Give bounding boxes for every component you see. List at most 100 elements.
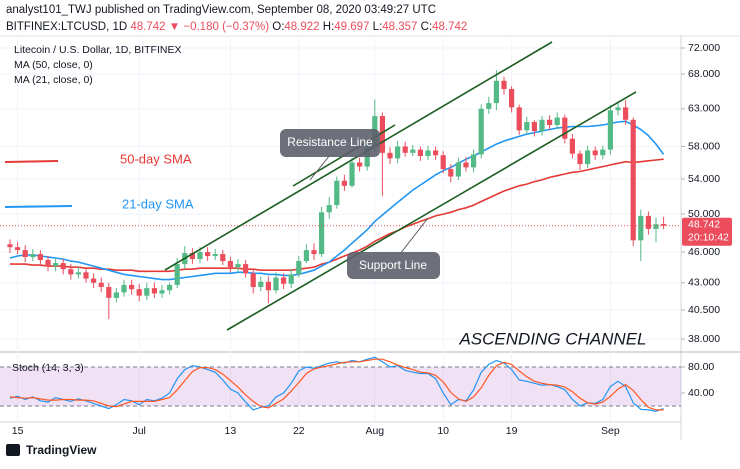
x-tick-label: 19 <box>506 425 518 437</box>
candle-body <box>493 80 499 104</box>
candle-body <box>638 215 644 241</box>
last-price: 48.742 <box>130 21 165 33</box>
plot-area: 15 Jul 13 22 Aug 10 19 Sep 72.000 68.000 63.000 58.… <box>0 38 732 437</box>
candle-body <box>440 155 446 170</box>
x-tick-label: Jul <box>132 425 145 437</box>
stoch-line <box>9 358 664 411</box>
y-tick-label: 68.000 <box>688 68 720 80</box>
candle-body <box>509 89 515 108</box>
sma21-key <box>4 205 73 208</box>
candle-body <box>37 254 43 261</box>
candle-body <box>531 122 537 132</box>
candle-body <box>250 273 256 288</box>
candle-body <box>334 180 340 206</box>
ohlc-key: H: <box>323 21 335 33</box>
callout-box <box>280 129 380 157</box>
candle-body <box>615 107 621 111</box>
x-tick-label: 22 <box>293 425 305 437</box>
candle-body <box>379 116 385 153</box>
drawings: Resistance Line Support Line 50-day SMA … <box>4 41 647 348</box>
last-price-label: 48.742 <box>688 218 720 230</box>
last-price-box <box>682 217 732 246</box>
brand: TradingView <box>26 443 97 457</box>
candle-body <box>220 254 226 262</box>
candle-body <box>585 150 591 165</box>
candle-body <box>197 252 203 260</box>
candle-body <box>129 284 135 290</box>
candle-body <box>471 154 477 168</box>
stoch-line <box>9 356 664 412</box>
candle-body <box>349 162 355 186</box>
candle-body <box>326 205 332 213</box>
ohlc-key: O: <box>272 21 284 33</box>
x-tick-label: Aug <box>365 425 384 437</box>
y-tick-label: 72.000 <box>688 42 720 54</box>
candle-body <box>212 254 218 257</box>
candle-body <box>60 263 66 270</box>
candle-body <box>53 263 59 267</box>
y-tick-label: 38.000 <box>688 333 720 345</box>
candle-body <box>448 169 454 177</box>
sma21-label: 21-day SMA <box>122 196 194 211</box>
ohlc-key: L: <box>373 21 383 33</box>
legend-title: Litecoin / U.S. Dollar, 1D, BITFINEX <box>14 44 181 56</box>
candle-body <box>205 252 211 257</box>
channel-lower <box>226 91 637 331</box>
change: ▼ −0.180 (−0.37%) <box>169 21 269 33</box>
candle-body <box>45 260 51 267</box>
x-tick-label: 15 <box>12 425 24 437</box>
candle-body <box>410 149 416 153</box>
ma-line <box>9 120 665 281</box>
y-tick-label: 43.000 <box>688 277 720 289</box>
candle-body <box>319 212 325 255</box>
candle-body <box>235 264 241 268</box>
y-tick-label: 54.000 <box>688 173 720 185</box>
candle-body <box>623 107 629 120</box>
candle-body <box>174 264 180 285</box>
candle-body <box>387 152 393 159</box>
candle-body <box>113 292 119 298</box>
ohlc-value: 48.357 <box>382 21 417 33</box>
header-quote: BITFINEX:LTCUSD, 1D 48.742 ▼ −0.180 (−0.… <box>6 21 467 33</box>
candle-body <box>15 247 21 251</box>
candle-body <box>486 103 492 109</box>
candle-body <box>83 272 89 279</box>
candle-body <box>159 290 165 294</box>
callout-pointer <box>309 154 331 181</box>
candle-body <box>661 224 667 226</box>
countdown: 20:10:42 <box>688 231 729 243</box>
symbol: BITFINEX:LTCUSD, 1D <box>6 21 127 33</box>
x-tick-label: 10 <box>437 425 449 437</box>
candle-body <box>516 107 522 131</box>
candle-body <box>501 80 507 90</box>
candle-body <box>98 282 104 288</box>
candle-body <box>227 261 233 268</box>
candle-body <box>357 162 363 167</box>
candle-body <box>106 287 112 298</box>
candle-body <box>68 269 74 275</box>
legend-entry: MA (50, close, 0) <box>14 59 93 71</box>
byline: analyst101_TWJ published on TradingView.… <box>6 4 436 16</box>
candle-body <box>547 119 553 126</box>
candle-body <box>645 215 651 229</box>
candle-body <box>22 250 28 258</box>
candle-body <box>463 162 469 168</box>
sma50-key <box>4 160 59 163</box>
candle-body <box>167 284 173 291</box>
candle-body <box>592 150 598 156</box>
footer: TradingView <box>6 443 97 457</box>
candle-body <box>7 244 13 248</box>
candle-body <box>630 119 636 241</box>
candle-body <box>144 288 150 296</box>
candle-body <box>554 117 560 126</box>
stoch-band <box>0 367 681 406</box>
candle-body <box>653 224 659 229</box>
candle-body <box>600 149 606 156</box>
candle-body <box>91 278 97 283</box>
candle-body <box>478 108 484 155</box>
y-tick-label: 63.000 <box>688 103 720 115</box>
y-tick-label: 40.00 <box>688 387 714 399</box>
candle-body <box>311 250 317 255</box>
y-tick-label: 46.000 <box>688 246 720 258</box>
candle-body <box>562 117 568 139</box>
